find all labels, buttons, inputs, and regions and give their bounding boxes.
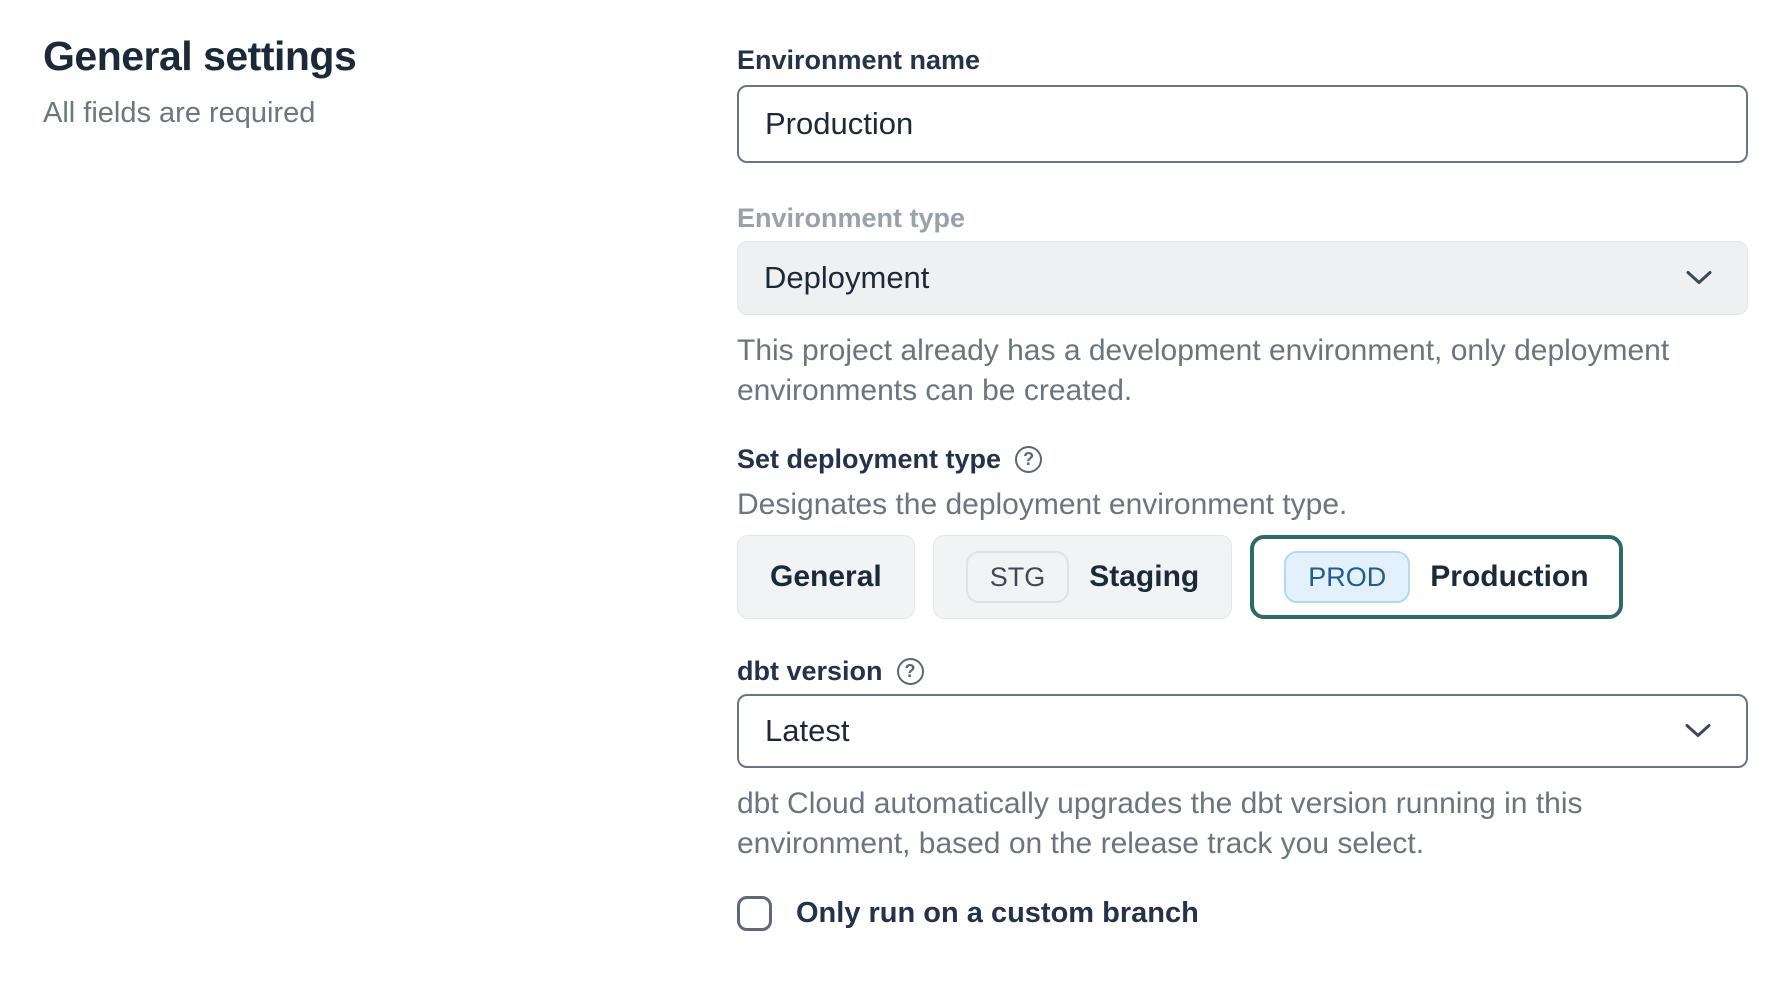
deployment-type-staging-label: Staging <box>1089 560 1200 593</box>
environment-type-select[interactable]: Deployment <box>737 241 1748 315</box>
environment-name-field: Environment name <box>737 42 1748 163</box>
environment-settings-form: Environment name Environment type Deploy… <box>737 42 1748 931</box>
deployment-type-staging-button[interactable]: STG Staging <box>932 535 1233 619</box>
custom-branch-checkbox[interactable] <box>737 896 772 931</box>
dbt-version-value: Latest <box>765 713 850 748</box>
help-icon[interactable]: ? <box>896 657 924 685</box>
environment-type-helper: This project already has a development e… <box>737 334 1670 407</box>
deployment-type-production-button[interactable]: PROD Production <box>1250 535 1623 619</box>
prod-badge: PROD <box>1284 551 1411 603</box>
page-subtitle: All fields are required <box>43 97 316 129</box>
settings-header: General settings All fields are required <box>43 33 663 130</box>
custom-branch-row: Only run on a custom branch <box>737 896 1748 931</box>
deployment-type-general-button[interactable]: General <box>737 535 915 619</box>
deployment-type-label: Set deployment type <box>737 444 1002 474</box>
chevron-down-icon <box>1685 724 1711 737</box>
dbt-version-select[interactable]: Latest <box>737 694 1748 768</box>
deployment-type-options: General STG Staging PROD Production <box>737 535 1748 619</box>
chevron-down-icon <box>1686 271 1712 284</box>
page-title: General settings <box>43 33 357 79</box>
staging-badge: STG <box>965 551 1070 603</box>
dbt-version-helper: dbt Cloud automatically upgrades the dbt… <box>737 787 1583 860</box>
environment-type-label: Environment type <box>737 203 966 233</box>
environment-type-field: Environment type Deployment This project… <box>737 200 1748 411</box>
deployment-type-general-label: General <box>770 560 882 593</box>
help-icon[interactable]: ? <box>1015 445 1043 473</box>
environment-name-input[interactable] <box>737 85 1748 163</box>
environment-type-value: Deployment <box>764 260 930 295</box>
environment-name-label: Environment name <box>737 45 981 75</box>
dbt-version-field: dbt version ? Latest dbt Cloud automatic… <box>737 653 1748 864</box>
deployment-type-production-label: Production <box>1430 560 1589 593</box>
custom-branch-label: Only run on a custom branch <box>796 897 1199 929</box>
deployment-type-description: Designates the deployment environment ty… <box>737 488 1348 521</box>
dbt-version-label: dbt version <box>737 656 883 686</box>
deployment-type-field: Set deployment type ? Designates the dep… <box>737 441 1748 619</box>
